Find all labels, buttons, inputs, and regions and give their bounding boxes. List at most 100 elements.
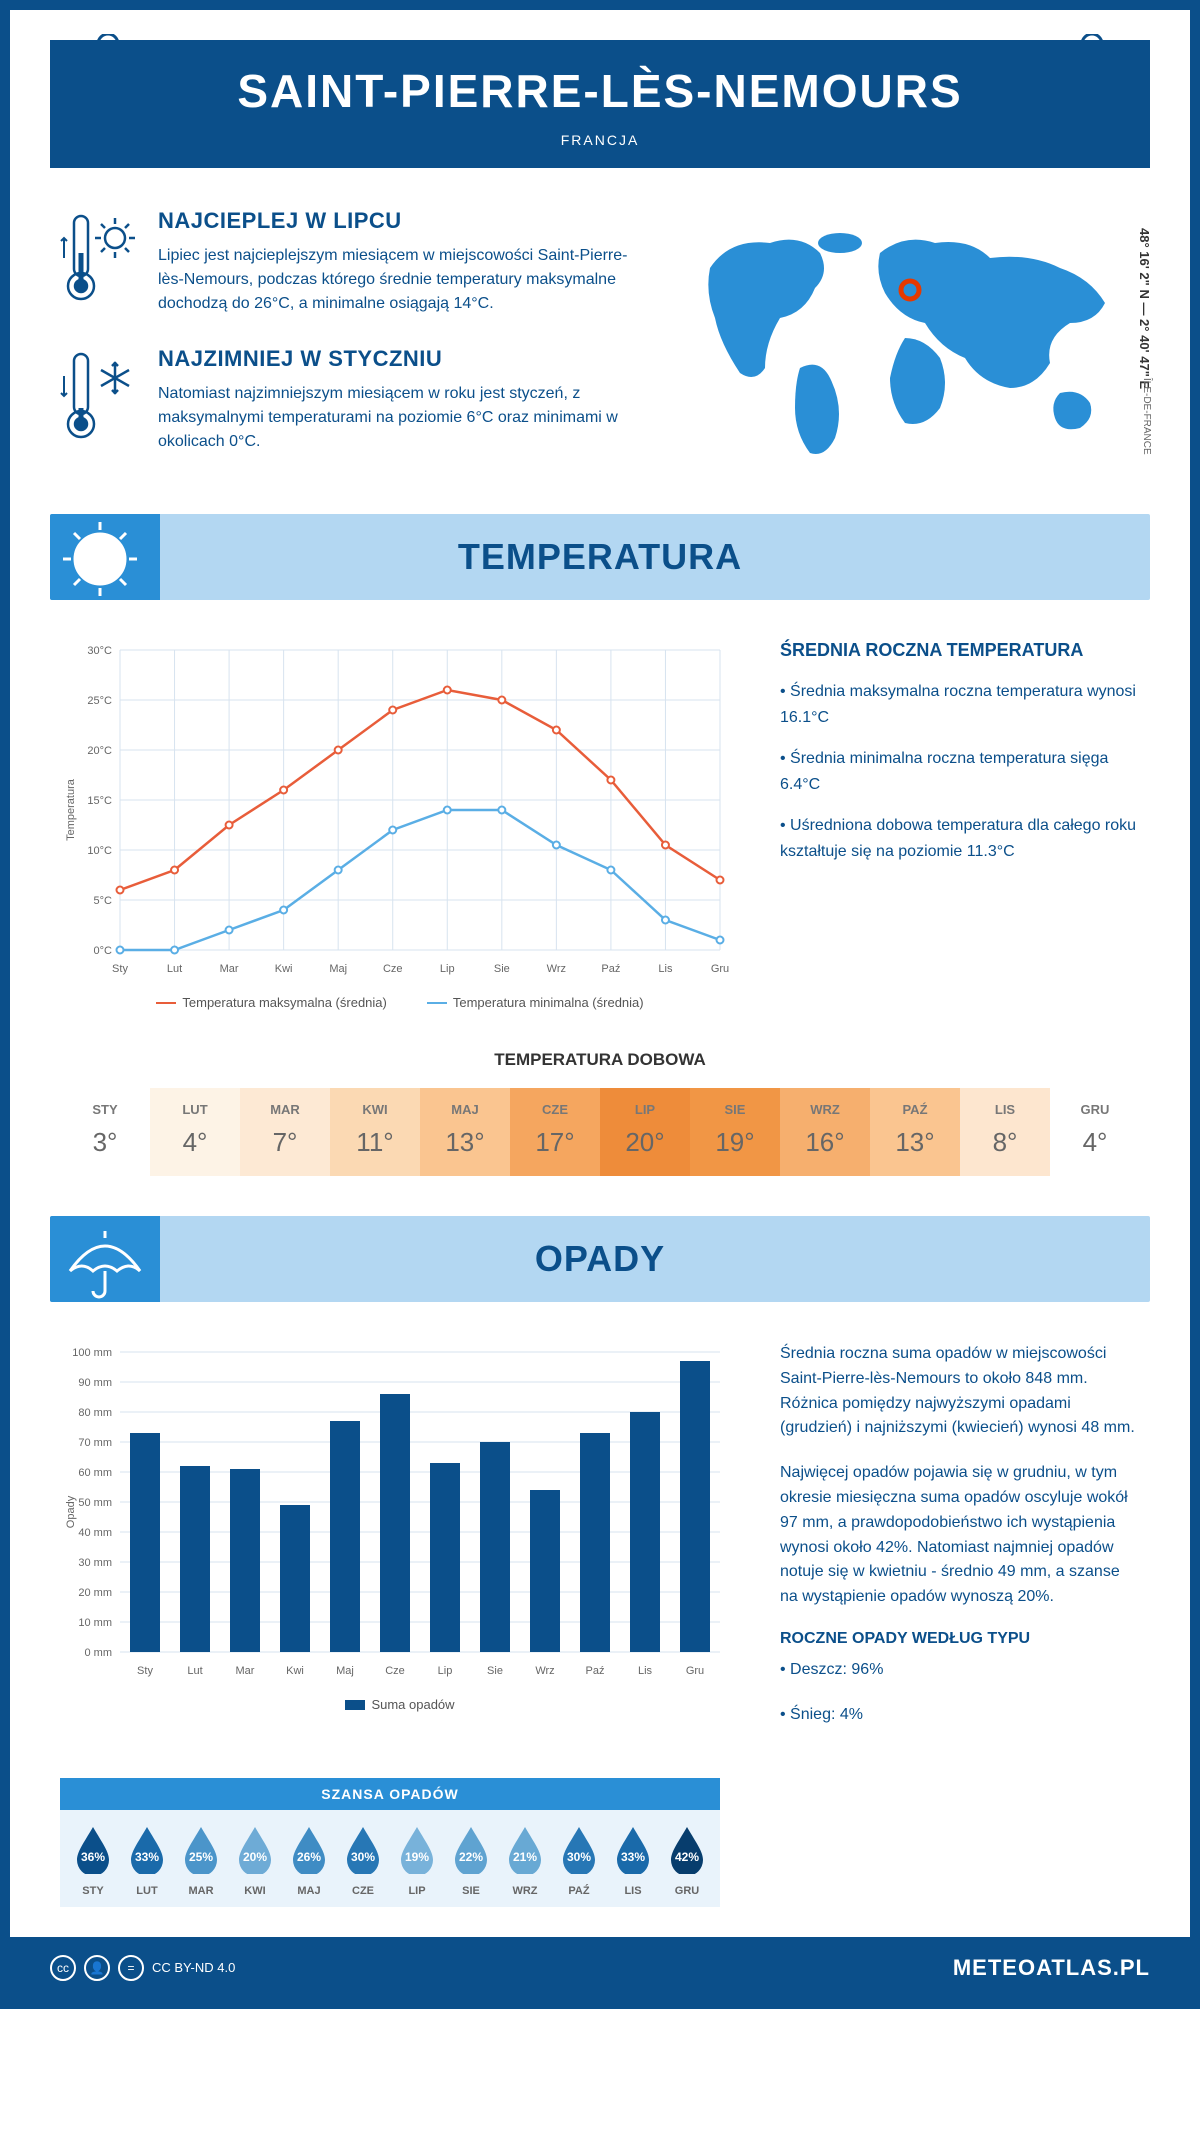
precipitation-chart: 0 mm10 mm20 mm30 mm40 mm50 mm60 mm70 mm8… — [60, 1342, 740, 1748]
svg-text:Sie: Sie — [487, 1665, 503, 1677]
svg-text:Temperatura: Temperatura — [65, 778, 77, 841]
svg-text:Paź: Paź — [586, 1665, 605, 1677]
avg-temp-title: ŚREDNIA ROCZNA TEMPERATURA — [780, 640, 1140, 661]
svg-text:19%: 19% — [405, 1850, 429, 1864]
svg-text:42%: 42% — [675, 1850, 699, 1864]
svg-text:30 mm: 30 mm — [78, 1557, 112, 1569]
legend-suma: Suma opadów — [371, 1697, 454, 1712]
precip-p2: Najwięcej opadów pojawia się w grudniu, … — [780, 1461, 1140, 1610]
svg-text:Kwi: Kwi — [286, 1665, 304, 1677]
world-map-block: 48° 16' 2" N — 2° 40' 47" E ÎLE-DE-FRANC… — [680, 208, 1140, 484]
svg-text:Lut: Lut — [187, 1665, 202, 1677]
svg-text:Cze: Cze — [385, 1665, 405, 1677]
chance-drop: 36%STY — [66, 1824, 120, 1897]
svg-text:Maj: Maj — [329, 963, 347, 975]
heat-cell: LIP20° — [600, 1088, 690, 1176]
chance-drop: 25%MAR — [174, 1824, 228, 1897]
chance-drop: 22%SIE — [444, 1824, 498, 1897]
temp-chart-legend: Temperatura maksymalna (średnia) Tempera… — [60, 995, 740, 1010]
svg-text:30%: 30% — [351, 1850, 375, 1864]
svg-text:30°C: 30°C — [87, 645, 112, 657]
svg-text:50 mm: 50 mm — [78, 1497, 112, 1509]
svg-text:20 mm: 20 mm — [78, 1587, 112, 1599]
svg-text:22%: 22% — [459, 1850, 483, 1864]
svg-text:Cze: Cze — [383, 963, 403, 975]
fact-hot-title: NAJCIEPLEJ W LIPCU — [158, 208, 650, 234]
umbrella-icon — [50, 1216, 160, 1302]
chance-drop: 20%KWI — [228, 1824, 282, 1897]
chance-drop: 30%CZE — [336, 1824, 390, 1897]
svg-text:Sty: Sty — [137, 1665, 153, 1677]
legend-min: Temperatura minimalna (średnia) — [453, 995, 644, 1010]
chance-drop: 26%MAJ — [282, 1824, 336, 1897]
svg-text:25°C: 25°C — [87, 695, 112, 707]
fact-cold-text: Natomiast najzimniejszym miesiącem w rok… — [158, 382, 650, 454]
svg-text:36%: 36% — [81, 1850, 105, 1864]
fact-coldest: NAJZIMNIEJ W STYCZNIU Natomiast najzimni… — [60, 346, 650, 454]
svg-text:Mar: Mar — [220, 963, 239, 975]
footer: cc 👤 = CC BY-ND 4.0 METEOATLAS.PL — [10, 1937, 1190, 1999]
chance-drop: 19%LIP — [390, 1824, 444, 1897]
chance-drop: 30%PAŹ — [552, 1824, 606, 1897]
world-map — [680, 208, 1140, 468]
precip-type: • Śnieg: 4% — [780, 1703, 1140, 1728]
svg-text:15°C: 15°C — [87, 795, 112, 807]
daily-temperature: TEMPERATURA DOBOWA STY3°LUT4°MAR7°KWI11°… — [60, 1050, 1140, 1176]
svg-text:70 mm: 70 mm — [78, 1437, 112, 1449]
svg-text:Lip: Lip — [440, 963, 455, 975]
rain-chance-box: SZANSA OPADÓW 36%STY33%LUT25%MAR20%KWI26… — [60, 1778, 720, 1907]
svg-text:Lut: Lut — [167, 963, 182, 975]
sun-icon — [50, 514, 160, 600]
country-label: FRANCJA — [50, 132, 1150, 148]
coordinates: 48° 16' 2" N — 2° 40' 47" E — [1137, 228, 1152, 389]
svg-text:100 mm: 100 mm — [72, 1347, 112, 1359]
thermometer-sun-icon — [60, 208, 140, 308]
heat-cell: SIE19° — [690, 1088, 780, 1176]
precip-legend: Suma opadów — [60, 1697, 740, 1712]
chance-drop: 33%LUT — [120, 1824, 174, 1897]
svg-text:Lip: Lip — [438, 1665, 453, 1677]
legend-max: Temperatura maksymalna (średnia) — [182, 995, 386, 1010]
temperature-chart: 0°C5°C10°C15°C20°C25°C30°CStyLutMarKwiMa… — [60, 640, 740, 1010]
precip-p1: Średnia roczna suma opadów w miejscowośc… — [780, 1342, 1140, 1441]
daily-temp-title: TEMPERATURA DOBOWA — [60, 1050, 1140, 1070]
svg-text:90 mm: 90 mm — [78, 1377, 112, 1389]
svg-text:60 mm: 60 mm — [78, 1467, 112, 1479]
thermometer-snow-icon — [60, 346, 140, 446]
fact-hot-text: Lipiec jest najcieplejszym miesiącem w m… — [158, 244, 650, 316]
svg-text:Paź: Paź — [601, 963, 620, 975]
svg-text:10 mm: 10 mm — [78, 1617, 112, 1629]
svg-text:33%: 33% — [621, 1850, 645, 1864]
temperatura-title: TEMPERATURA — [50, 536, 1150, 578]
svg-text:5°C: 5°C — [94, 895, 113, 907]
svg-text:40 mm: 40 mm — [78, 1527, 112, 1539]
svg-text:Maj: Maj — [336, 1665, 354, 1677]
svg-text:Wrz: Wrz — [547, 963, 566, 975]
svg-text:Sie: Sie — [494, 963, 510, 975]
svg-text:10°C: 10°C — [87, 845, 112, 857]
svg-text:Gru: Gru — [686, 1665, 704, 1677]
heat-cell: LIS8° — [960, 1088, 1050, 1176]
section-opady: OPADY — [50, 1216, 1150, 1302]
svg-text:33%: 33% — [135, 1850, 159, 1864]
svg-text:20%: 20% — [243, 1850, 267, 1864]
heat-cell: KWI11° — [330, 1088, 420, 1176]
cc-icon: cc — [50, 1955, 76, 1981]
heat-cell: WRZ16° — [780, 1088, 870, 1176]
chance-drop: 21%WRZ — [498, 1824, 552, 1897]
svg-text:0°C: 0°C — [94, 945, 113, 957]
svg-text:25%: 25% — [189, 1850, 213, 1864]
svg-text:Lis: Lis — [638, 1665, 653, 1677]
section-temperatura: TEMPERATURA — [50, 514, 1150, 600]
heat-cell: PAŹ13° — [870, 1088, 960, 1176]
svg-text:Lis: Lis — [658, 963, 673, 975]
svg-text:Gru: Gru — [711, 963, 729, 975]
chance-title: SZANSA OPADÓW — [60, 1778, 720, 1810]
precipitation-info: Średnia roczna suma opadów w miejscowośc… — [780, 1342, 1140, 1748]
svg-text:20°C: 20°C — [87, 745, 112, 757]
heat-cell: GRU4° — [1050, 1088, 1140, 1176]
opady-title: OPADY — [50, 1238, 1150, 1280]
header: SAINT-PIERRE-LÈS-NEMOURS FRANCJA — [50, 40, 1150, 168]
fact-hottest: NAJCIEPLEJ W LIPCU Lipiec jest najcieple… — [60, 208, 650, 316]
svg-text:80 mm: 80 mm — [78, 1407, 112, 1419]
